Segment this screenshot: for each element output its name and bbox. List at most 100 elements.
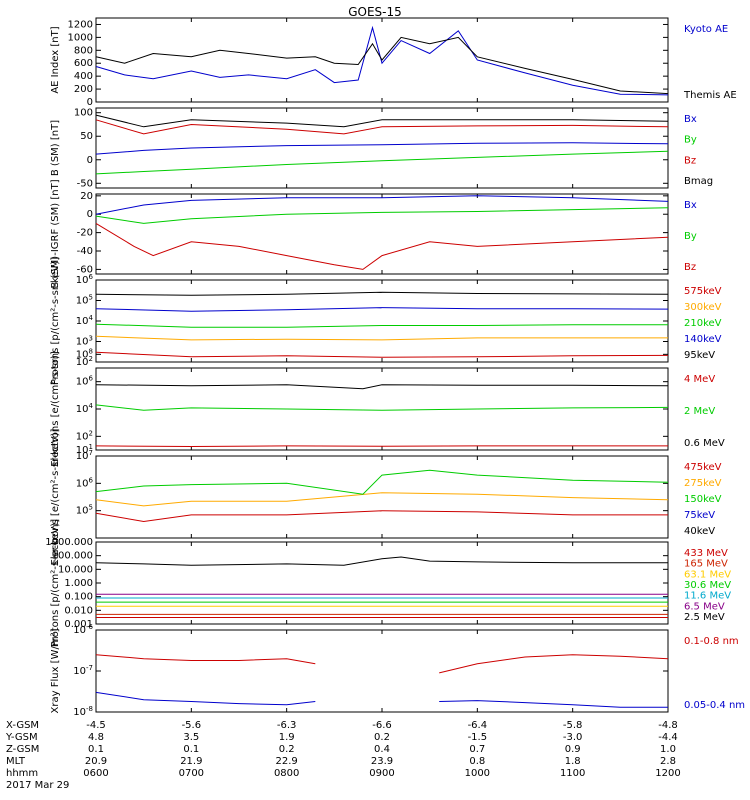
panel-2: -60 -40 -20 0 20 B (SM)-IGRF (SM) [nT] Bx By Bz — [50, 179, 697, 288]
footer-value: 0900 — [369, 768, 394, 779]
footer-value: 0700 — [179, 768, 204, 779]
legend-entry: 4 MeV — [684, 374, 715, 385]
legend-entry: 63.1 MeV — [684, 569, 731, 580]
y-axis-label: Protons [p/(cm²-s-sr-keV)] — [50, 257, 61, 385]
panel-frame — [95, 455, 669, 539]
footer-value: -5.6 — [182, 720, 202, 731]
legend-entry: 40keV — [684, 526, 715, 537]
y-tick-label: 10-8 — [73, 705, 93, 718]
legend-entry: 95keV — [684, 350, 715, 361]
series-line — [95, 25, 669, 96]
series-line — [95, 335, 668, 341]
y-tick-label: -20 — [77, 228, 93, 239]
legend-entry: 0.1-0.8 nm — [684, 636, 739, 647]
y-tick-label: 104 — [76, 402, 94, 415]
y-tick-label: 600 — [74, 58, 93, 69]
footer-row-label: X-GSM — [6, 720, 39, 731]
y-tick-label: 106 — [76, 375, 94, 388]
legend-entry: 433 MeV — [684, 548, 728, 559]
legend-entry: 210keV — [684, 318, 722, 329]
footer-value: 1.8 — [565, 756, 581, 767]
legend-entry: By — [684, 231, 697, 242]
footer-value: -3.0 — [563, 732, 583, 743]
legend-entry: 275keV — [684, 478, 722, 489]
series-line — [95, 307, 669, 312]
series-line — [95, 207, 669, 224]
footer-value: 20.9 — [85, 756, 107, 767]
legend-entry: Bz — [684, 262, 696, 273]
y-tick-label: 0 — [87, 209, 93, 220]
footer-row-label: Z-GSM — [6, 744, 39, 755]
legend-entry: 11.6 MeV — [684, 591, 731, 602]
footer-value: 1200 — [655, 768, 680, 779]
legend-entry: 575keV — [684, 286, 722, 297]
footer-value: 2.8 — [660, 756, 676, 767]
y-tick-label: 100 — [74, 108, 93, 119]
y-tick-label: -50 — [77, 178, 93, 189]
y-tick-label: 1200 — [68, 19, 93, 30]
footer-value: 0.1 — [183, 744, 199, 755]
legend-entry: 0.6 MeV — [684, 438, 725, 449]
footer-value: 21.9 — [180, 756, 202, 767]
footer-row-label: hhmm — [6, 768, 38, 779]
footer-row-label: Y-GSM — [5, 732, 38, 743]
y-tick-label: 102 — [76, 429, 93, 442]
legend-entry: Bmag — [684, 176, 713, 187]
footer-value: 0.2 — [374, 732, 390, 743]
series-line — [95, 691, 316, 706]
legend-entry: 2 MeV — [684, 406, 715, 417]
footer-value: -6.6 — [372, 720, 392, 731]
y-tick-label: 0.001 — [64, 619, 93, 630]
series-line — [95, 384, 669, 390]
series-line — [95, 404, 669, 411]
footer-value: 1.0 — [660, 744, 676, 755]
legend-entry: By — [684, 135, 697, 146]
series-line — [439, 700, 668, 708]
panel-6: 0.001 0.010 0.100 1.000 10.000 100.000 1000.00… — [45, 519, 731, 647]
footer-value: 0.8 — [469, 756, 485, 767]
legend-entry: 30.6 MeV — [684, 580, 731, 591]
y-tick-label: 20 — [80, 191, 93, 202]
footer-value: -6.4 — [468, 720, 488, 731]
y-tick-label: 800 — [74, 45, 93, 56]
y-tick-label: 1.000 — [64, 578, 93, 589]
y-tick-label: 200 — [74, 84, 93, 95]
footer-value: 3.5 — [183, 732, 199, 743]
y-axis-label: Protons [p/(cm²-s-sr-keV)] — [50, 519, 61, 647]
y-tick-label: 0.100 — [64, 592, 93, 603]
legend-entry: 6.5 MeV — [684, 601, 725, 612]
y-tick-label: 10-6 — [73, 623, 93, 636]
legend-entry: 300keV — [684, 302, 722, 313]
series-line — [95, 114, 669, 128]
y-tick-label: 400 — [74, 71, 93, 82]
y-tick-label: -60 — [77, 264, 93, 275]
y-tick-label: 103 — [76, 335, 93, 348]
y-tick-label: 107 — [76, 449, 93, 462]
legend-entry: 140keV — [684, 334, 722, 345]
series-line — [95, 142, 669, 155]
y-tick-label: 106 — [76, 273, 94, 286]
series-line — [95, 654, 316, 665]
footer-value: 0.2 — [279, 744, 295, 755]
y-tick-label: 10-7 — [73, 664, 93, 677]
legend-entry: 75keV — [684, 510, 715, 521]
y-axis-label: B (SM) [nT] — [50, 120, 61, 176]
footer-row-label: MLT — [6, 756, 26, 767]
panel-1: -50 0 50 100 B (SM) [nT] Bx By Bz Bmag — [50, 107, 713, 189]
y-axis-label: AE Index [nT] — [50, 26, 61, 93]
legend-entry: 2.5 MeV — [684, 612, 725, 623]
footer-value: 0.1 — [88, 744, 104, 755]
y-tick-label: -40 — [77, 246, 93, 257]
series-line — [95, 119, 669, 135]
y-tick-label: 105 — [76, 504, 93, 517]
y-axis-label: Electrons [e/(cm²-s-sr)] — [50, 351, 61, 467]
y-axis-label: Electrons [e/(cm²-s-sr-keV)] — [50, 428, 61, 565]
series-line — [439, 654, 669, 674]
footer-value: 0.4 — [374, 744, 390, 755]
panel-5: 105 106 107 Electrons [e/(cm²-s-sr-keV)] 475… — [50, 428, 722, 565]
footer-value: -5.8 — [563, 720, 583, 731]
footer-date: 2017 Mar 29 — [6, 780, 69, 791]
